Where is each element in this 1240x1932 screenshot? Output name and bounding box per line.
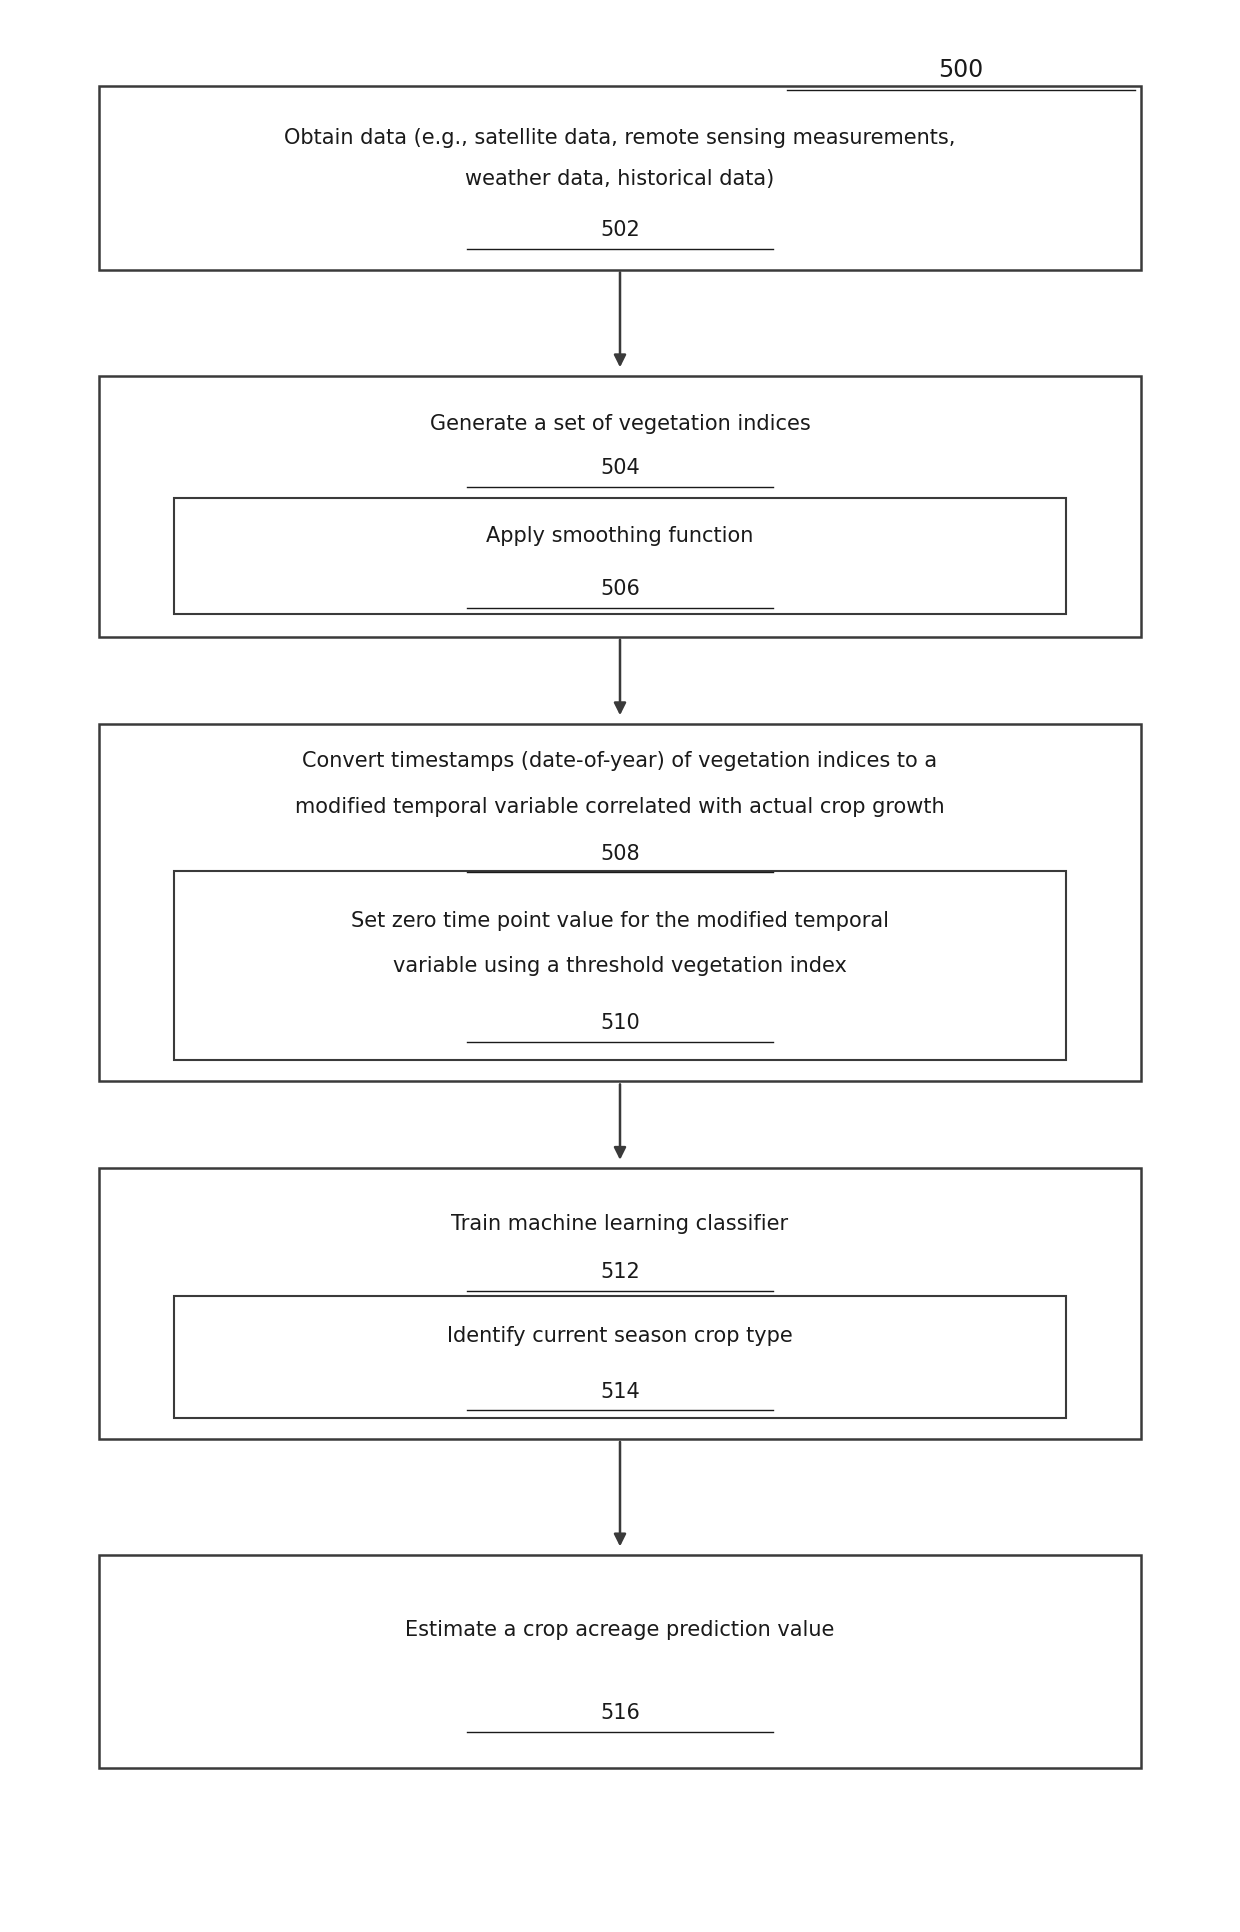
Text: 512: 512	[600, 1262, 640, 1281]
Bar	[99, 87, 1141, 270]
Text: variable using a threshold vegetation index: variable using a threshold vegetation in…	[393, 956, 847, 976]
Text: 500: 500	[939, 58, 983, 81]
Bar	[174, 871, 1066, 1061]
Bar	[99, 1555, 1141, 1768]
Bar	[99, 724, 1141, 1082]
Text: 506: 506	[600, 580, 640, 599]
Text: Set zero time point value for the modified temporal: Set zero time point value for the modifi…	[351, 910, 889, 931]
Bar	[174, 1296, 1066, 1418]
Text: 508: 508	[600, 842, 640, 864]
Text: weather data, historical data): weather data, historical data)	[465, 168, 775, 189]
Bar	[174, 498, 1066, 614]
Text: modified temporal variable correlated with actual crop growth: modified temporal variable correlated wi…	[295, 796, 945, 817]
Text: Obtain data (e.g., satellite data, remote sensing measurements,: Obtain data (e.g., satellite data, remot…	[284, 128, 956, 149]
Text: Train machine learning classifier: Train machine learning classifier	[451, 1213, 789, 1233]
Bar	[99, 377, 1141, 638]
Text: 510: 510	[600, 1012, 640, 1034]
Text: Identify current season crop type: Identify current season crop type	[448, 1325, 792, 1345]
Text: Estimate a crop acreage prediction value: Estimate a crop acreage prediction value	[405, 1619, 835, 1640]
Text: Convert timestamps (date-of-year) of vegetation indices to a: Convert timestamps (date-of-year) of veg…	[303, 750, 937, 771]
Text: Generate a set of vegetation indices: Generate a set of vegetation indices	[429, 413, 811, 433]
Text: 504: 504	[600, 458, 640, 477]
Text: 502: 502	[600, 220, 640, 240]
Bar	[99, 1169, 1141, 1439]
Text: 516: 516	[600, 1702, 640, 1723]
Text: 514: 514	[600, 1381, 640, 1401]
Text: Apply smoothing function: Apply smoothing function	[486, 526, 754, 545]
